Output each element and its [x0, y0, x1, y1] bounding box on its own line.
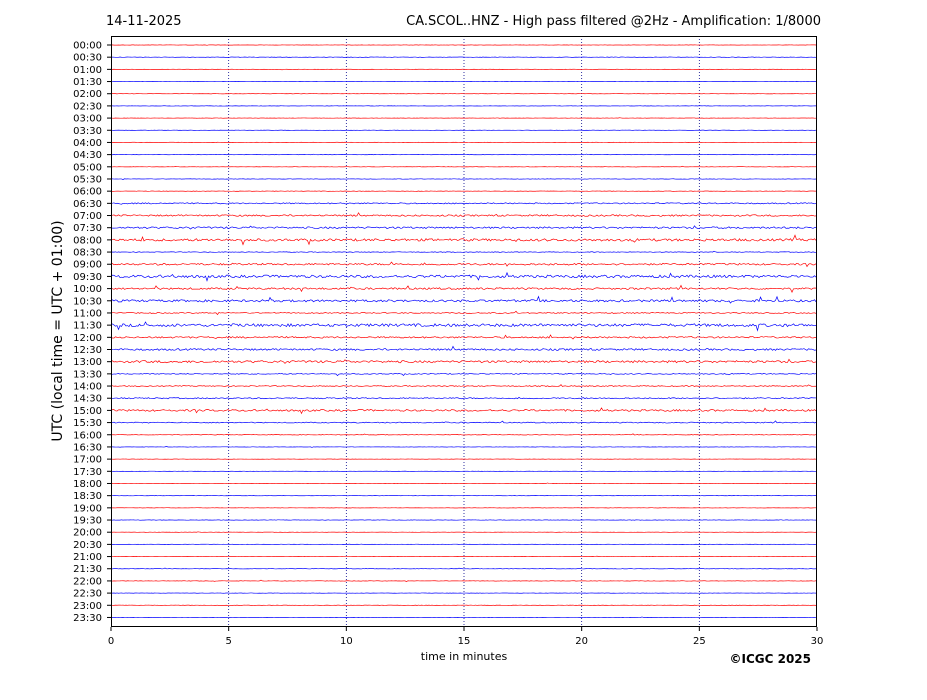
row-time-label: 08:30 [73, 248, 102, 259]
row-time-label: 10:00 [73, 284, 102, 295]
row-time-label: 04:00 [73, 138, 102, 149]
row-time-label: 07:00 [73, 211, 102, 222]
row-time-label: 11:30 [73, 321, 102, 332]
trace-row-1000 [111, 285, 816, 292]
trace-row-0930 [111, 273, 816, 281]
row-time-label: 14:30 [73, 394, 102, 405]
trace-row-1530 [111, 421, 816, 423]
row-time-label: 23:00 [73, 601, 102, 612]
copyright-label: ©ICGC 2025 [729, 652, 811, 666]
row-time-label: 01:30 [73, 77, 102, 88]
trace-rows [111, 45, 816, 618]
trace-row-1230 [111, 346, 816, 350]
row-time-label: 06:00 [73, 187, 102, 198]
row-time-label: 11:00 [73, 308, 102, 319]
row-time-label: 19:00 [73, 503, 102, 514]
row-time-label: 02:30 [73, 101, 102, 112]
trace-row-1800 [111, 483, 816, 484]
row-time-label: 15:30 [73, 418, 102, 429]
trace-row-0830 [111, 251, 816, 252]
row-time-label: 12:00 [73, 333, 102, 344]
row-time-label: 23:30 [73, 613, 102, 624]
row-time-label: 16:00 [73, 430, 102, 441]
trace-row-0630 [111, 203, 816, 204]
row-time-label: 04:30 [73, 150, 102, 161]
trace-row-1030 [111, 297, 816, 303]
row-time-label: 17:30 [73, 467, 102, 478]
x-tick-label: 20 [575, 636, 588, 647]
row-time-label: 15:00 [73, 406, 102, 417]
row-time-label: 10:30 [73, 296, 102, 307]
y-axis-label: UTC (local time = UTC + 01:00) [50, 220, 66, 441]
trace-row-1630 [111, 446, 816, 447]
trace-row-0500 [111, 166, 816, 167]
row-time-label: 22:00 [73, 576, 102, 587]
trace-row-1300 [111, 359, 816, 363]
trace-row-0530 [111, 179, 816, 180]
row-time-label: 13:30 [73, 369, 102, 380]
x-tick-label: 0 [108, 636, 114, 647]
chart-date: 14-11-2025 [106, 14, 182, 29]
row-time-label: 13:00 [73, 357, 102, 368]
row-time-label: 20:30 [73, 540, 102, 551]
row-time-label: 03:00 [73, 114, 102, 125]
x-tick-label: 10 [340, 636, 353, 647]
row-time-label: 09:30 [73, 272, 102, 283]
trace-row-0900 [111, 262, 816, 267]
trace-row-0100 [111, 69, 816, 70]
row-time-label: 08:00 [73, 235, 102, 246]
trace-row-0430 [111, 154, 816, 155]
vertical-gridlines [229, 36, 700, 627]
trace-row-1400 [111, 385, 816, 387]
x-axis-label: time in minutes [421, 650, 508, 663]
trace-row-1100 [111, 311, 816, 314]
trace-row-1130 [111, 322, 816, 330]
x-tick-label: 30 [811, 636, 824, 647]
trace-row-1430 [111, 397, 816, 399]
x-tick-label: 25 [693, 636, 706, 647]
trace-row-1500 [111, 408, 816, 413]
row-time-label: 01:00 [73, 65, 102, 76]
trace-row-0800 [111, 235, 816, 244]
trace-row-1330 [111, 373, 816, 375]
row-time-label: 06:30 [73, 199, 102, 210]
trace-row-0730 [111, 226, 816, 229]
trace-row-0300 [111, 118, 816, 119]
trace-row-1600 [111, 434, 816, 435]
trace-row-2130 [111, 568, 816, 569]
row-time-label: 02:00 [73, 89, 102, 100]
x-axis-ticks: 0 5 10 15 20 25 30 [108, 627, 824, 647]
row-time-label: 21:30 [73, 564, 102, 575]
trace-row-2000 [111, 532, 816, 533]
row-time-label: 05:00 [73, 162, 102, 173]
trace-row-0700 [111, 213, 816, 217]
row-time-label: 19:30 [73, 516, 102, 527]
trace-row-1200 [111, 335, 816, 339]
x-tick-label: 5 [225, 636, 231, 647]
row-time-label: 12:30 [73, 345, 102, 356]
row-time-label: 03:30 [73, 126, 102, 137]
row-time-label: 21:00 [73, 552, 102, 563]
trace-row-2330 [111, 617, 816, 618]
x-tick-label: 15 [458, 636, 471, 647]
row-time-label: 17:00 [73, 455, 102, 466]
chart-title: CA.SCOL..HNZ - High pass filtered @2Hz -… [406, 14, 821, 29]
row-time-label: 20:00 [73, 528, 102, 539]
row-time-label: 14:00 [73, 382, 102, 393]
row-time-label: 09:00 [73, 260, 102, 271]
row-time-label: 18:00 [73, 479, 102, 490]
row-time-label: 00:30 [73, 53, 102, 64]
row-time-label: 22:30 [73, 589, 102, 600]
row-time-label: 16:30 [73, 442, 102, 453]
row-time-label: 05:30 [73, 174, 102, 185]
row-time-label: 18:30 [73, 491, 102, 502]
row-time-label: 07:30 [73, 223, 102, 234]
trace-row-2100 [111, 556, 816, 557]
trace-row-2200 [111, 580, 816, 581]
row-time-label: 00:00 [73, 41, 102, 52]
